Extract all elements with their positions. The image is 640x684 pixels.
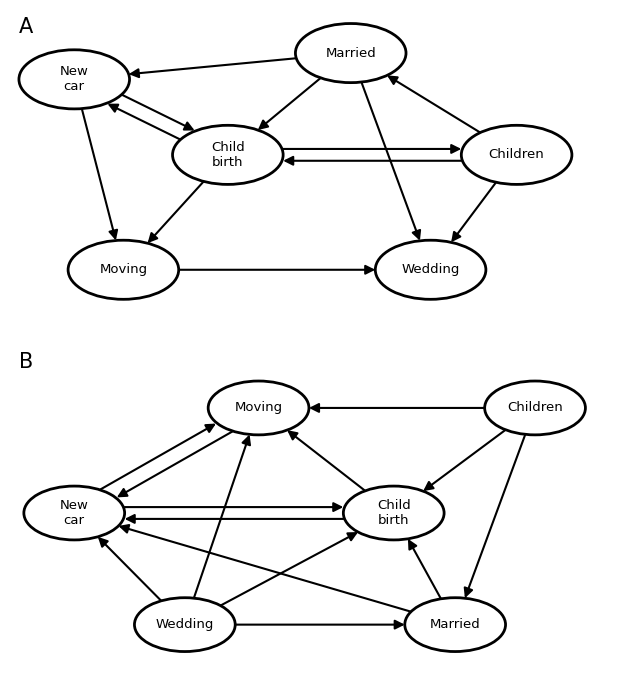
Text: Wedding: Wedding — [401, 263, 460, 276]
Text: Moving: Moving — [234, 402, 283, 415]
Circle shape — [296, 23, 406, 83]
Text: Child
birth: Child birth — [377, 499, 411, 527]
Circle shape — [484, 381, 586, 435]
Text: A: A — [19, 17, 33, 37]
Circle shape — [375, 240, 486, 300]
Circle shape — [19, 50, 129, 109]
Text: Moving: Moving — [99, 263, 147, 276]
Text: Children: Children — [507, 402, 563, 415]
Text: B: B — [19, 352, 33, 372]
Circle shape — [461, 125, 572, 185]
Circle shape — [68, 240, 179, 300]
Text: Children: Children — [489, 148, 545, 161]
Text: Wedding: Wedding — [156, 618, 214, 631]
Circle shape — [208, 381, 309, 435]
Text: Married: Married — [430, 618, 481, 631]
Circle shape — [24, 486, 125, 540]
Circle shape — [134, 598, 236, 652]
Circle shape — [343, 486, 444, 540]
Text: Married: Married — [325, 47, 376, 60]
Text: New
car: New car — [60, 66, 89, 93]
Circle shape — [173, 125, 283, 185]
Circle shape — [404, 598, 506, 652]
Text: New
car: New car — [60, 499, 89, 527]
Text: Child
birth: Child birth — [211, 141, 244, 169]
